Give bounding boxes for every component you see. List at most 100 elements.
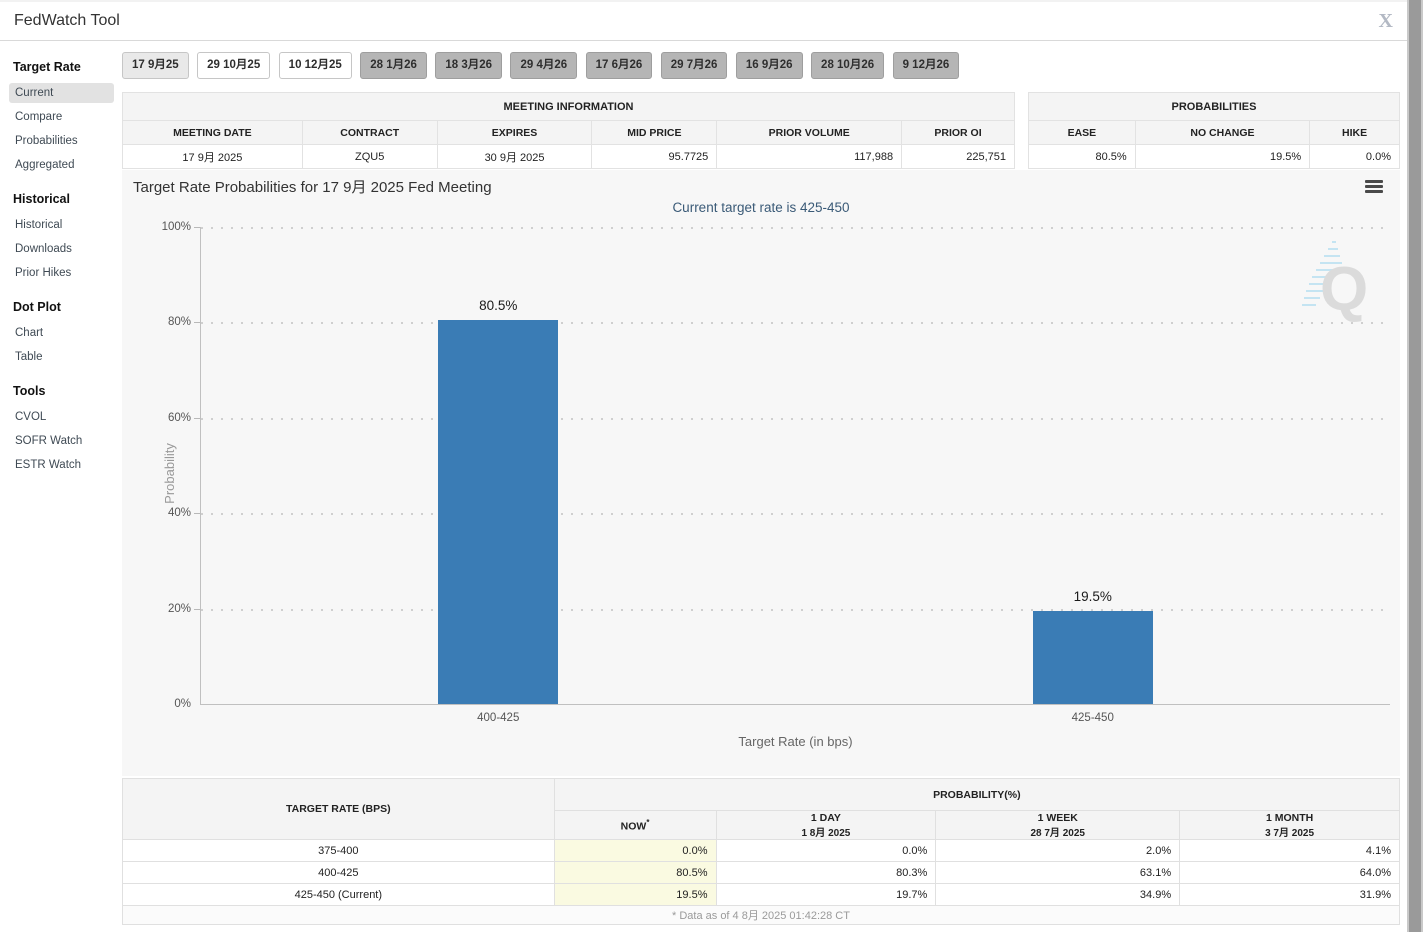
- sidebar-section-historical: Historical Historical Downloads Prior Hi…: [0, 192, 122, 283]
- meeting-date-value: 17 9月 2025: [122, 144, 303, 169]
- col-1-month: 1 MONTH 3 7月 2025: [1179, 810, 1400, 840]
- month-value: 4.1%: [1179, 839, 1400, 862]
- sidebar: Target Rate Current Compare Probabilitie…: [0, 43, 122, 932]
- tab-meeting-6[interactable]: 17 6月26: [585, 52, 653, 79]
- probability-history-section: TARGET RATE (BPS) PROBABILITY(%) NOW* 1 …: [122, 778, 1401, 925]
- table-row: 80.5% 19.5% 0.0%: [1028, 144, 1400, 169]
- probabilities-title: PROBABILITIES: [1028, 92, 1400, 121]
- tab-meeting-0[interactable]: 17 9月25: [122, 52, 189, 79]
- x-category-425-450: 425-450: [1071, 712, 1114, 724]
- col-contract: CONTRACT: [301, 120, 438, 145]
- now-value: 0.0%: [553, 839, 717, 862]
- sidebar-item-historical[interactable]: Historical: [15, 219, 63, 231]
- month-value: 64.0%: [1179, 861, 1400, 884]
- now-value: 80.5%: [553, 861, 717, 884]
- chart-subtitle: Current target rate is 425-450: [672, 200, 850, 215]
- col-now: NOW*: [553, 810, 717, 840]
- col-hike: HIKE: [1309, 120, 1400, 145]
- x-axis-label: Target Rate (in bps): [738, 734, 853, 749]
- meeting-info-title: MEETING INFORMATION: [122, 92, 1015, 121]
- sidebar-item-estr-watch[interactable]: ESTR Watch: [15, 459, 82, 471]
- sidebar-item-aggregated[interactable]: Aggregated: [15, 159, 75, 171]
- sidebar-item-compare[interactable]: Compare: [15, 111, 63, 123]
- gridline: [194, 417, 1390, 420]
- tab-meeting-10[interactable]: 9 12月26: [892, 52, 960, 79]
- col-prior-volume: PRIOR VOLUME: [716, 120, 903, 145]
- bar-chart-plot-area: Probability 100% 80% 60% 40% 20% 0% 80.5…: [162, 221, 1390, 749]
- sidebar-heading-historical: Historical: [13, 192, 70, 206]
- sidebar-item-probabilities[interactable]: Probabilities: [15, 135, 78, 147]
- data-as-of-footnote: * Data as of 4 8月 2025 01:42:28 CT: [122, 905, 1400, 925]
- y-axis-label: Probability: [161, 442, 177, 504]
- month-value: 31.9%: [1179, 883, 1400, 906]
- sidebar-item-sofr-watch[interactable]: SOFR Watch: [15, 435, 83, 447]
- col-1-week: 1 WEEK 28 7月 2025: [935, 810, 1181, 840]
- col-1-day-date: 1 8月 2025: [801, 827, 851, 839]
- sidebar-item-table[interactable]: Table: [15, 351, 43, 363]
- main-content: 17 9月25 29 10月25 10 12月25 28 1月26 18 3月2…: [122, 41, 1401, 932]
- tab-meeting-8[interactable]: 16 9月26: [735, 52, 803, 79]
- meeting-date-tabs: 17 9月25 29 10月25 10 12月25 28 1月26 18 3月2…: [122, 52, 963, 80]
- bar-value-label: 19.5%: [1073, 589, 1112, 604]
- y-tick-100: 100%: [161, 221, 191, 233]
- col-meeting-date: MEETING DATE: [122, 120, 303, 145]
- col-ease: EASE: [1028, 120, 1136, 145]
- gridline: [194, 608, 1390, 611]
- table-row: 400-425 80.5% 80.3% 63.1% 64.0%: [122, 861, 1400, 884]
- gridline: [194, 322, 1390, 325]
- x-social-icon[interactable]: X: [1378, 10, 1393, 32]
- y-tick-80: 80%: [167, 316, 191, 329]
- gridline: [194, 513, 1390, 516]
- hamburger-menu-icon[interactable]: [1365, 180, 1383, 194]
- rate-range: 375-400: [122, 839, 555, 862]
- sidebar-heading-target-rate: Target Rate: [13, 60, 81, 74]
- tab-meeting-1[interactable]: 29 10月25: [197, 52, 271, 79]
- sidebar-heading-tools: Tools: [13, 384, 46, 398]
- day-value: 0.0%: [715, 839, 937, 862]
- col-1-day: 1 DAY 1 8月 2025: [715, 810, 937, 840]
- tab-meeting-3[interactable]: 28 1月26: [360, 52, 427, 79]
- table-footnote-row: * Data as of 4 8月 2025 01:42:28 CT: [122, 905, 1400, 925]
- bar-400-425[interactable]: [438, 320, 559, 704]
- gridline: [194, 227, 1390, 229]
- sidebar-item-current[interactable]: Current: [9, 83, 114, 103]
- table-row: 425-450 (Current) 19.5% 19.7% 34.9% 31.9…: [122, 883, 1400, 906]
- y-tick-40: 40%: [167, 507, 191, 520]
- no-change-value: 19.5%: [1134, 144, 1311, 169]
- col-group-probability: PROBABILITY(%): [553, 778, 1401, 811]
- prior-oi-value: 225,751: [901, 144, 1015, 169]
- tab-meeting-7[interactable]: 29 7月26: [660, 52, 728, 79]
- table-row: 17 9月 2025 ZQU5 30 9月 2025 95.7725 117,9…: [122, 144, 1015, 169]
- bar-value-label: 80.5%: [479, 298, 518, 314]
- sidebar-item-downloads[interactable]: Downloads: [15, 243, 72, 255]
- now-value: 19.5%: [553, 883, 717, 906]
- tab-meeting-5[interactable]: 29 4月26: [510, 52, 578, 79]
- probabilities-summary-table: PROBABILITIES EASE NO CHANGE HIKE 80.5% …: [1028, 92, 1400, 169]
- mid-price-value: 95.7725: [591, 144, 718, 169]
- sidebar-section-dot-plot: Dot Plot Chart Table: [0, 300, 122, 367]
- col-1-month-title: 1 MONTH: [1265, 811, 1314, 824]
- col-1-week-title: 1 WEEK: [1037, 811, 1078, 824]
- svg-text:Q: Q: [1320, 255, 1368, 324]
- rate-range: 400-425: [122, 861, 555, 884]
- col-1-week-date: 28 7月 2025: [1030, 827, 1085, 839]
- sidebar-item-chart[interactable]: Chart: [15, 327, 44, 339]
- chart-panel: Target Rate Probabilities for 17 9月 2025…: [122, 170, 1400, 776]
- tab-meeting-9[interactable]: 28 10月26: [811, 52, 885, 79]
- col-expires: EXPIRES: [436, 120, 593, 145]
- col-prior-oi: PRIOR OI: [901, 120, 1015, 145]
- sidebar-item-prior-hikes[interactable]: Prior Hikes: [15, 267, 72, 279]
- week-value: 63.1%: [935, 861, 1181, 884]
- day-value: 19.7%: [715, 883, 937, 906]
- tab-meeting-2[interactable]: 10 12月25: [278, 52, 352, 79]
- bar-425-450[interactable]: [1032, 611, 1153, 704]
- scrollbar-thumb[interactable]: [1409, 0, 1421, 932]
- probability-history-table: TARGET RATE (BPS) PROBABILITY(%) NOW* 1 …: [122, 778, 1401, 925]
- tab-meeting-4[interactable]: 18 3月26: [435, 52, 503, 79]
- expires-value: 30 9月 2025: [436, 144, 593, 169]
- rate-range: 425-450 (Current): [122, 883, 555, 906]
- vertical-scrollbar[interactable]: [1407, 0, 1423, 932]
- y-tick-0: 0%: [174, 698, 191, 710]
- sidebar-item-cvol[interactable]: CVOL: [15, 411, 47, 423]
- page-title: FedWatch Tool: [14, 12, 120, 29]
